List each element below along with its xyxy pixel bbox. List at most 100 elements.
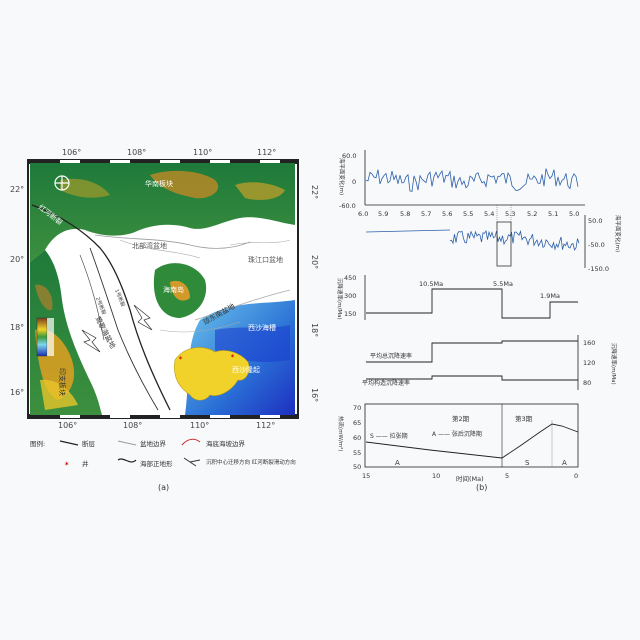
basin-boundary-legend-icon	[117, 440, 137, 446]
caption-a: (a)	[158, 483, 169, 492]
xisha-uplift	[174, 347, 250, 401]
svg-text:18°: 18°	[10, 323, 24, 332]
svg-text:5.5Ma: 5.5Ma	[493, 280, 513, 288]
svg-text:50.0: 50.0	[588, 217, 602, 225]
elevation-color-scale	[36, 317, 48, 357]
svg-text:海底海坡边界: 海底海坡边界	[206, 439, 246, 448]
svg-text:108°: 108°	[123, 421, 142, 430]
svg-text:5.0: 5.0	[569, 210, 579, 218]
svg-text:A: A	[395, 459, 400, 467]
svg-text:55: 55	[353, 449, 361, 457]
svg-text:第2期: 第2期	[452, 414, 470, 423]
svg-text:112°: 112°	[256, 421, 275, 430]
svg-text:20°: 20°	[310, 255, 319, 269]
map-lat-ticks-right: 22° 20° 18° 16°	[310, 185, 319, 402]
well-icon: ✶	[230, 353, 235, 360]
svg-text:60.0: 60.0	[342, 152, 356, 160]
svg-text:0: 0	[574, 472, 578, 480]
map-frame-scale	[28, 160, 298, 418]
svg-text:5.2: 5.2	[527, 210, 537, 218]
svg-text:60: 60	[353, 434, 361, 442]
label-hainan-island: 海南岛	[163, 285, 184, 294]
svg-text:5.3: 5.3	[505, 210, 515, 218]
svg-text:106°: 106°	[62, 148, 81, 157]
svg-text:16°: 16°	[10, 388, 24, 397]
svg-text:5: 5	[505, 472, 509, 480]
svg-text:110°: 110°	[193, 148, 212, 157]
svg-text:沉降速率(m/Ma): 沉降速率(m/Ma)	[336, 278, 344, 320]
svg-text:160: 160	[583, 339, 595, 347]
svg-text:0: 0	[352, 178, 356, 186]
svg-text:平均构造沉降速率: 平均构造沉降速率	[362, 379, 410, 387]
map-lon-ticks-bottom: 106° 108° 110° 112°	[58, 421, 275, 430]
sea-level-curve-long	[449, 229, 580, 251]
label-south-china-block: 华南板块	[145, 179, 173, 188]
svg-text:5.7: 5.7	[421, 210, 431, 218]
svg-text:110°: 110°	[190, 421, 209, 430]
svg-text:-50.0: -50.0	[588, 241, 605, 249]
svg-text:5.5: 5.5	[463, 210, 473, 218]
svg-text:70: 70	[353, 404, 361, 412]
caption-b: (b)	[476, 483, 487, 492]
svg-text:井: 井	[82, 459, 89, 468]
svg-text:时间(Ma): 时间(Ma)	[456, 474, 484, 483]
svg-text:112°: 112°	[257, 148, 276, 157]
basin-boundary	[94, 234, 251, 249]
svg-text:1.9Ma: 1.9Ma	[540, 292, 560, 300]
svg-text:海平面变化(m): 海平面变化(m)	[614, 215, 622, 252]
zoom-box	[496, 221, 512, 267]
svg-text:18°: 18°	[310, 323, 319, 337]
svg-text:6.0: 6.0	[358, 210, 368, 218]
svg-text:20°: 20°	[10, 255, 24, 264]
svg-text:10: 10	[432, 472, 440, 480]
sliding-direction-icon	[133, 304, 153, 331]
svg-text:沉降速率(m/Ma): 沉降速率(m/Ma)	[610, 343, 618, 385]
svg-text:5.6: 5.6	[442, 210, 452, 218]
legend-title: 图例:	[30, 439, 45, 448]
heat-flow-x-ticks: 15 10 5 0	[362, 472, 578, 480]
heat-flow-curve	[365, 423, 579, 459]
svg-text:10.5Ma: 10.5Ma	[419, 280, 443, 288]
svg-text:第3期: 第3期	[515, 414, 533, 423]
svg-text:150: 150	[344, 310, 356, 318]
sliding-direction-icon	[81, 329, 101, 353]
svg-text:5.4: 5.4	[484, 210, 494, 218]
svg-text:450: 450	[344, 274, 356, 282]
svg-text:断层: 断层	[82, 439, 96, 448]
svg-text:106°: 106°	[58, 421, 77, 430]
svg-text:海平面变化(m): 海平面变化(m)	[338, 158, 346, 195]
average-rates-panel: 160 120 80 沉降速率(m/Ma) 平均总沉降速率 平均构造沉降速率	[362, 335, 618, 390]
avg-tectonic-subsidence-curve	[366, 375, 578, 381]
red-river-fault-line	[31, 204, 171, 411]
migration-direction-legend-icon	[183, 457, 201, 467]
svg-text:-60.0: -60.0	[339, 202, 356, 210]
svg-text:-150.0: -150.0	[588, 265, 609, 273]
svg-text:108°: 108°	[127, 148, 146, 157]
label-xisha-uplift: 西沙隆起	[232, 365, 260, 374]
sea-level-curve-short	[365, 168, 579, 192]
svg-text:65: 65	[353, 419, 361, 427]
heat-flow-panel: 70 65 60 55 50 热流(mW/m²) 第2期 第3期 S —— 拉张…	[337, 403, 579, 483]
svg-text:海部正地形: 海部正地形	[140, 459, 173, 468]
svg-text:80: 80	[583, 379, 591, 387]
svg-text:15: 15	[362, 472, 370, 480]
svg-text:22°: 22°	[310, 185, 319, 199]
svg-text:50: 50	[353, 463, 361, 471]
label-pearl-river-mouth-basin: 珠江口盆地	[248, 255, 283, 264]
svg-text:5.9: 5.9	[378, 210, 388, 218]
fault-legend-icon	[59, 440, 79, 446]
svg-text:5.8: 5.8	[400, 210, 410, 218]
well-icon: ✶	[178, 355, 183, 362]
svg-text:S: S	[525, 459, 530, 467]
map-panel: ✶ ✶ 106° 108° 110° 112° 106° 108° 110° 1…	[10, 148, 319, 492]
label-indochina-block: 印支板块	[58, 368, 67, 396]
panel-b: 60.0 0 -60.0 海平面变化(m) 6.0 5.9 5.8 5.7 5.…	[336, 150, 622, 492]
svg-text:热流(mW/m²): 热流(mW/m²)	[337, 416, 345, 452]
sea-level-panel: 60.0 0 -60.0 海平面变化(m) 6.0 5.9 5.8 5.7 5.…	[338, 150, 622, 273]
label-beibu-gulf-basin: 北部湾盆地	[132, 241, 167, 250]
svg-text:平均总沉降速率: 平均总沉降速率	[370, 352, 412, 360]
well-legend-icon: ✶	[64, 460, 69, 468]
svg-text:22°: 22°	[10, 185, 24, 194]
map-legend: 图例: 断层 盆地边界 海底海坡边界 ✶ 井 海部正地形 沉积中心迁移方向 红河…	[30, 438, 296, 468]
